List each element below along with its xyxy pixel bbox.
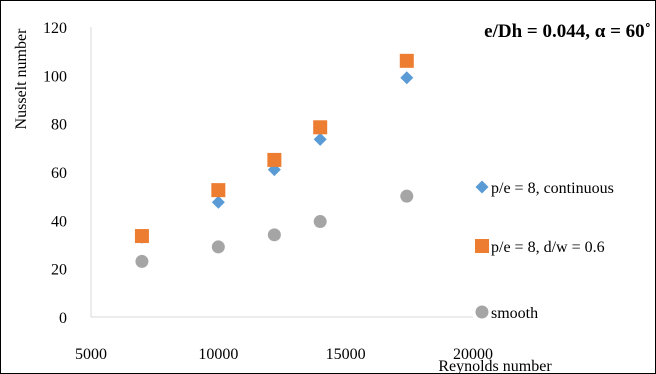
y-tick-label: 100 (43, 68, 67, 85)
x-tick-label: 20000 (453, 346, 493, 363)
data-point-square (134, 229, 149, 244)
x-tick-label: 10000 (198, 346, 238, 363)
legend-entry: smooth (475, 305, 538, 322)
data-point-square (313, 120, 328, 135)
legend-label: smooth (491, 305, 538, 322)
axes (90, 27, 473, 318)
x-tick-label: 15000 (326, 346, 366, 363)
data-point-diamond (211, 195, 225, 209)
y-tick-label: 0 (59, 310, 67, 327)
data-points (134, 53, 414, 268)
legend-marker-diamond (475, 180, 489, 194)
legend: p/e = 8, continuous p/e = 8, d/w = 0.6 smo… (475, 180, 614, 322)
x-axis-title: Reynolds number (438, 358, 552, 373)
y-tick-label: 40 (51, 213, 67, 230)
legend-marker-square (475, 239, 489, 253)
legend-entry: p/e = 8, continuous (475, 180, 614, 197)
legend-label: p/e = 8, d/w = 0.6 (491, 239, 605, 256)
data-point-square (399, 53, 414, 68)
x-tick-label: 5000 (75, 346, 107, 363)
x-tick-labels: 5000 10000 15000 20000 (75, 346, 493, 363)
legend-marker-circle (475, 305, 489, 319)
data-point-circle (267, 228, 281, 242)
y-tick-label: 120 (43, 20, 67, 37)
legend-label: p/e = 8, continuous (491, 180, 614, 197)
y-axis-title: Nusselt number (13, 28, 30, 130)
y-tick-label: 60 (51, 165, 67, 182)
data-point-square (211, 183, 226, 198)
legend-entry: p/e = 8, d/w = 0.6 (475, 239, 605, 256)
y-tick-labels: 0 20 40 60 80 100 120 (43, 20, 67, 327)
data-point-circle (135, 254, 149, 268)
data-point-square (267, 152, 282, 167)
data-point-circle (313, 215, 327, 229)
data-point-diamond (313, 132, 327, 146)
y-tick-label: 80 (51, 117, 67, 134)
chart-title: e/Dh = 0.044, α = 60˚ (484, 21, 651, 42)
y-tick-label: 20 (51, 262, 67, 279)
data-point-circle (400, 189, 414, 203)
data-point-diamond (400, 71, 414, 85)
data-point-circle (211, 240, 225, 254)
